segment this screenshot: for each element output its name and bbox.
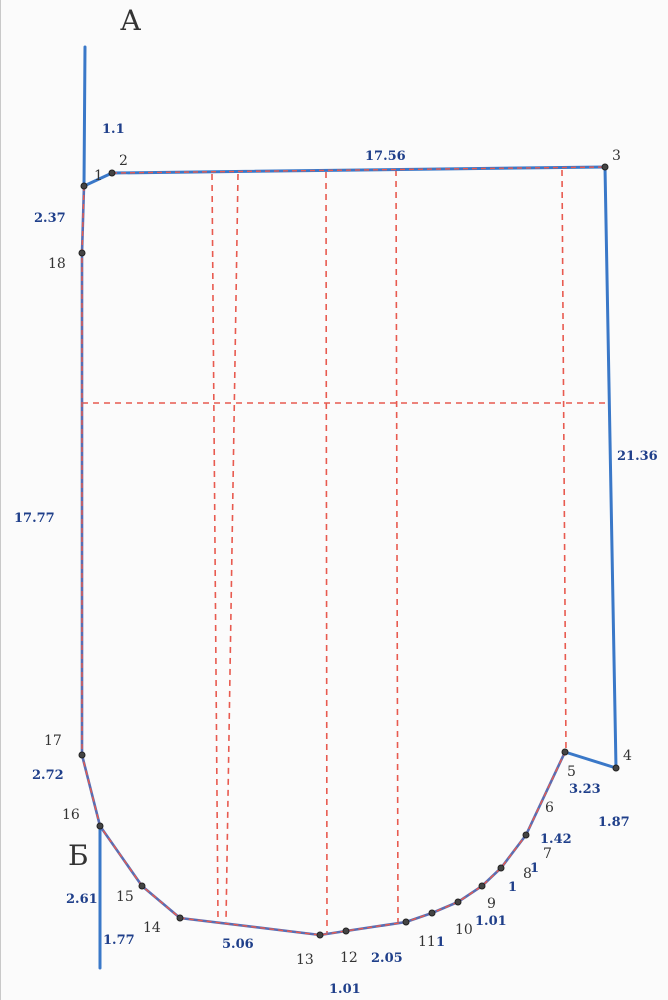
point-label-7: 7 — [543, 846, 552, 862]
outline-4-5 — [563, 750, 618, 770]
dim-label-1-b: 1 — [508, 880, 517, 895]
dim-label-3-23: 3.23 — [569, 782, 601, 797]
dimension-labels: 1.1 2.37 17.56 21.36 17.77 2.72 2.61 1.7… — [14, 122, 658, 997]
point-label-1: 1 — [94, 168, 103, 184]
boundary-polyline — [80, 185, 567, 937]
point-label-8: 8 — [523, 866, 532, 882]
dim-label-1-87: 1.87 — [598, 815, 630, 830]
vertex-10 — [454, 898, 462, 906]
point-label-2: 2 — [119, 153, 128, 169]
vertex-4 — [612, 764, 620, 772]
vertex-8 — [497, 864, 505, 872]
point-label-3: 3 — [612, 148, 621, 164]
dim-label-2-05: 2.05 — [371, 951, 403, 966]
vertex-13 — [316, 931, 324, 939]
dim-label-17-77: 17.77 — [14, 511, 55, 526]
dim-label-2-61: 2.61 — [66, 892, 98, 907]
dim-label-1-01-bottom: 1.01 — [329, 982, 361, 997]
top-edge-dashed — [111, 166, 606, 174]
vertex-3 — [601, 163, 609, 171]
vertex-2 — [108, 169, 116, 177]
letter-b: Б — [68, 839, 89, 872]
point-label-16: 16 — [62, 807, 80, 823]
point-label-14: 14 — [143, 920, 161, 936]
vertex-12 — [342, 927, 350, 935]
outline-top — [82, 165, 607, 188]
vertex-5 — [561, 748, 569, 756]
point-label-12: 12 — [340, 950, 358, 966]
vertex-17 — [78, 751, 86, 759]
point-label-4: 4 — [623, 748, 632, 764]
dim-label-1-42: 1.42 — [540, 832, 572, 847]
point-label-18: 18 — [48, 256, 66, 272]
point-label-15: 15 — [116, 889, 134, 905]
dashed-grid — [82, 169, 610, 935]
point-label-9: 9 — [487, 896, 496, 912]
vertices — [78, 163, 620, 939]
vertex-16 — [96, 822, 104, 830]
dim-label-1-c: 1 — [530, 861, 539, 876]
dim-label-1-1: 1.1 — [102, 122, 125, 137]
point-label-10: 10 — [455, 922, 473, 938]
dim-label-2-37: 2.37 — [34, 211, 66, 226]
dim-label-1-77: 1.77 — [103, 933, 135, 948]
boundary-polyline-dashed — [81, 185, 566, 936]
letter-a: А — [120, 4, 141, 37]
dim-label-1-a: 1 — [436, 935, 445, 950]
point-label-17: 17 — [44, 733, 62, 749]
vertex-14 — [176, 914, 184, 922]
dim-label-21-36: 21.36 — [617, 449, 658, 464]
vertex-11 — [402, 918, 410, 926]
point-label-5: 5 — [567, 764, 576, 780]
dashed-vertical-4 — [395, 169, 399, 925]
outline-right — [603, 165, 618, 770]
dashed-vertical-3 — [325, 171, 328, 935]
point-label-13: 13 — [296, 952, 314, 968]
line-a-axis — [82, 45, 87, 188]
dim-label-2-72: 2.72 — [32, 768, 64, 783]
point-label-11: 11 — [418, 934, 436, 950]
dim-label-5-06: 5.06 — [222, 937, 254, 952]
dim-label-1-01-right: 1.01 — [475, 914, 507, 929]
dashed-vertical-2 — [225, 173, 239, 923]
vertex-18 — [78, 249, 86, 257]
outline-blue — [82, 45, 618, 970]
vertex-15 — [138, 882, 146, 890]
vertex-11a — [428, 909, 436, 917]
point-labels: 1 2 3 4 5 6 7 8 9 10 11 12 13 14 15 16 1… — [44, 148, 632, 968]
vertex-1 — [80, 182, 88, 190]
point-label-6: 6 — [545, 800, 554, 816]
dashed-vertical-5 — [561, 169, 567, 753]
vertex-6 — [522, 831, 530, 839]
vertex-9 — [478, 882, 486, 890]
dashed-vertical-1 — [211, 173, 219, 921]
dim-label-17-56: 17.56 — [365, 149, 406, 164]
